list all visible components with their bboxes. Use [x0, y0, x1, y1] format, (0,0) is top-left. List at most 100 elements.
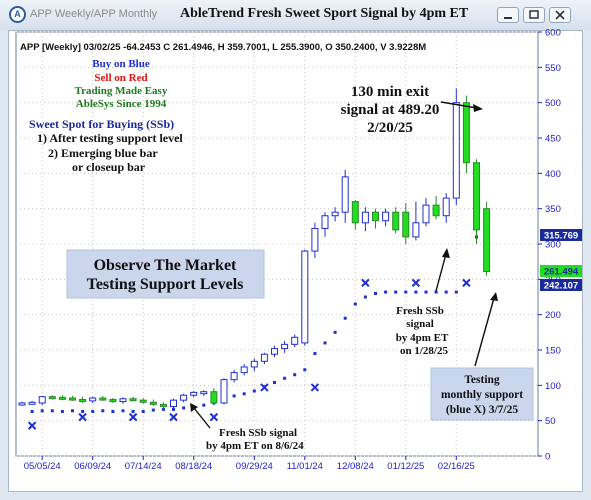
- ssb1-line-2: by 4pm ET on 8/6/24: [206, 440, 304, 452]
- support-dot: [404, 290, 408, 294]
- candle: [291, 334, 299, 348]
- ssb2-line-4: on 1/28/25: [400, 345, 448, 357]
- y-tick-label: 200: [545, 310, 561, 321]
- sweet-spot-title: Sweet Spot for Buying (SSb): [29, 117, 174, 131]
- support-dot: [232, 394, 236, 398]
- y-tick-label: 150: [545, 346, 561, 357]
- support-x-mark: [310, 383, 320, 392]
- support-dot: [141, 409, 145, 413]
- candle: [240, 364, 248, 376]
- header-info: APP [Weekly] 03/02/25 -64.2453 C 261.494…: [20, 42, 426, 53]
- support-dot: [30, 409, 34, 413]
- y-tick-label: 50: [545, 416, 556, 427]
- candle: [58, 395, 66, 401]
- y-axis: 050100150200250300350400450500550600: [538, 28, 561, 463]
- support-dot: [363, 295, 367, 299]
- support-dot: [252, 389, 256, 393]
- candle: [483, 201, 491, 276]
- support-dot: [202, 403, 206, 407]
- support-dot: [182, 406, 186, 410]
- observe-box: [66, 249, 265, 299]
- candle: [412, 201, 420, 241]
- candle: [311, 222, 319, 259]
- close-button[interactable]: [549, 7, 571, 23]
- x-tick-label: 01/12/25: [387, 461, 424, 472]
- candle: [372, 208, 379, 229]
- minimize-button[interactable]: [497, 7, 519, 23]
- candle: [351, 200, 359, 230]
- candle: [301, 249, 309, 346]
- support-dot: [313, 352, 317, 356]
- candle: [473, 159, 480, 244]
- exit-note-line-1: 130 min exit: [351, 84, 429, 100]
- support-dot: [131, 409, 135, 413]
- candle: [38, 395, 46, 406]
- x-tick-label: 02/16/25: [438, 461, 475, 472]
- support-dot: [40, 409, 44, 413]
- chart-title: AbleTrend Fresh Sweet Sport Signal by 4p…: [180, 6, 469, 21]
- candle: [230, 369, 238, 383]
- svg-text:242.107: 242.107: [544, 281, 578, 292]
- support-dot: [414, 290, 418, 294]
- exit-note-line-2: signal at 489.20: [341, 102, 440, 118]
- legend-sell: Sell on Red: [94, 72, 147, 84]
- support-dot: [454, 290, 458, 294]
- candle: [109, 398, 117, 403]
- candle: [432, 195, 440, 220]
- price-tag-a: 315.769: [540, 229, 582, 242]
- candle: [139, 398, 147, 404]
- support-dot: [242, 392, 246, 396]
- grid-lines: [16, 31, 538, 457]
- candle: [422, 198, 430, 227]
- minimize-icon: [504, 17, 512, 19]
- candle: [260, 352, 268, 365]
- x-tick-label: 08/18/24: [175, 461, 212, 472]
- testing-arrow: [474, 292, 498, 367]
- candle: [361, 207, 369, 232]
- sweet-spot-rule-1: 1) After testing support level: [37, 131, 183, 145]
- close-icon: [555, 10, 565, 20]
- maximize-icon: [529, 10, 539, 19]
- y-tick-label: 500: [545, 98, 561, 109]
- support-x-mark: [260, 383, 269, 392]
- legend-tagline-2: AbleSys Since 1994: [76, 98, 167, 110]
- candle: [129, 396, 137, 402]
- app-logo-icon: A: [9, 6, 26, 23]
- candles: [18, 88, 491, 410]
- x-tick-label: 12/08/24: [337, 461, 374, 472]
- observe-line-1: Observe The Market: [94, 257, 237, 274]
- support-x-mark: [361, 278, 370, 288]
- x-tick-label: 06/09/24: [74, 461, 111, 472]
- support-dot: [343, 316, 347, 320]
- x-tick-label: 05/05/24: [24, 461, 61, 472]
- ssb2-line-2: signal: [406, 318, 434, 330]
- support-dot: [161, 407, 165, 411]
- legend-buy: Buy on Blue: [92, 58, 150, 70]
- y-tick-label: 350: [545, 204, 561, 215]
- support-dot: [283, 376, 287, 380]
- support-dot: [101, 409, 105, 413]
- candle: [190, 390, 198, 398]
- support-x-mark: [27, 421, 37, 430]
- candle: [18, 401, 26, 406]
- candle: [48, 395, 56, 400]
- maximize-button[interactable]: [523, 7, 545, 23]
- support-dot: [394, 290, 398, 294]
- support-dot: [293, 373, 297, 377]
- support-dot: [333, 330, 337, 334]
- support-dot: [384, 290, 388, 294]
- candle: [119, 397, 127, 404]
- sweet-spot-rule-2: 2) Emerging blue bar: [48, 146, 158, 160]
- sweet-spot-rule-3: or closeup bar: [72, 160, 146, 174]
- legend-tagline-1: Trading Made Easy: [75, 85, 168, 97]
- candle: [220, 378, 228, 405]
- ssb2-line-1: Fresh SSb: [396, 305, 444, 317]
- candle: [281, 340, 289, 353]
- ssb1-arrow: [190, 403, 211, 429]
- support-dot: [50, 409, 54, 413]
- support-dot: [91, 409, 95, 413]
- support-dot: [374, 291, 377, 295]
- support-dot: [424, 290, 428, 294]
- candle: [89, 396, 97, 403]
